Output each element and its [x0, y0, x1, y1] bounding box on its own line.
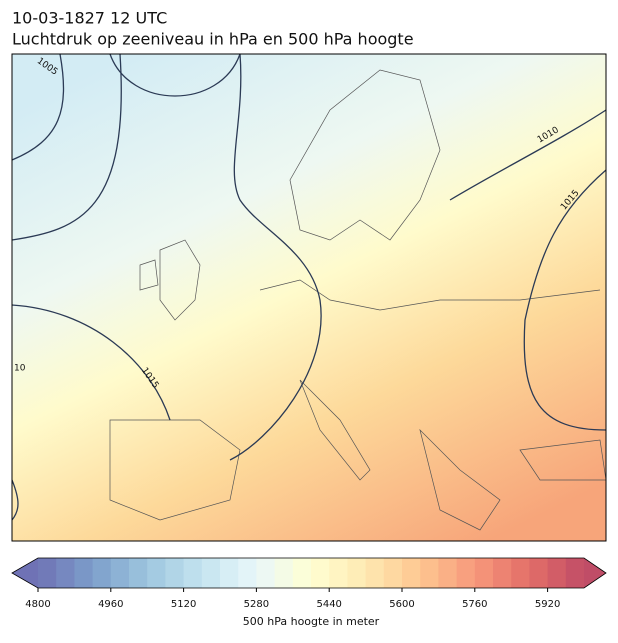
colorbar-segment	[474, 558, 494, 588]
colorbar-segment	[402, 558, 421, 588]
colorbar-segment	[201, 558, 221, 588]
colorbar-segment	[493, 558, 512, 588]
colorbar-segment	[329, 558, 348, 588]
colorbar-tick-label: 4960	[98, 599, 123, 610]
colorbar-tick-label: 5920	[535, 599, 560, 610]
colorbar-segment	[129, 558, 148, 588]
colorbar-segment	[511, 558, 530, 588]
colorbar-segment	[56, 558, 75, 588]
colorbar-segment	[456, 558, 476, 588]
colorbar-extend-high	[584, 558, 606, 588]
colorbar-segment	[74, 558, 94, 588]
colorbar-segment	[347, 558, 367, 588]
subtitle: Luchtdruk op zeeniveau in hPa en 500 hPa…	[12, 30, 414, 49]
colorbar-segment	[420, 558, 439, 588]
colorbar-segment	[110, 558, 130, 588]
colorbar-segment	[365, 558, 385, 588]
colorbar-segment	[274, 558, 294, 588]
colorbar-segment	[547, 558, 567, 588]
colorbar-tick-label: 5120	[171, 599, 196, 610]
colorbar-tick-label: 5760	[462, 599, 487, 610]
colorbar-tick-label: 5600	[389, 599, 414, 610]
colorbar-segment	[565, 558, 585, 588]
colorbar-segment	[383, 558, 403, 588]
map-frame	[11, 53, 607, 542]
colorbar-segment	[256, 558, 276, 588]
colorbar-segment	[92, 558, 112, 588]
colorbar-segment	[238, 558, 257, 588]
colorbar-tick-label: 4800	[25, 599, 50, 610]
isobars	[12, 54, 606, 521]
contour-label: 10	[14, 364, 26, 374]
colorbar-segment	[183, 558, 203, 588]
colorbar-tick-label: 5440	[316, 599, 341, 610]
colorbar-segment	[165, 558, 185, 588]
colorbar-segment	[292, 558, 312, 588]
colorbar-extend-low	[12, 558, 38, 588]
colorbar-tick-label: 5280	[244, 599, 269, 610]
colorbar-segment	[220, 558, 239, 588]
colorbar-segment	[147, 558, 166, 588]
map: 1005 1010 1015 1015 10	[12, 54, 606, 541]
coastlines	[109, 69, 606, 531]
map-background	[12, 54, 606, 541]
colorbar-segment	[438, 558, 458, 588]
colorbar-segment	[38, 558, 57, 588]
colorbar-segment	[311, 558, 330, 588]
title: 10-03-1827 12 UTC	[12, 9, 167, 28]
colorbar-label: 500 hPa hoogte in meter	[243, 615, 380, 628]
colorbar: 4800 4960 5120 5280 5440 5600 5760 5920 500 hPa …	[11, 557, 607, 628]
colorbar-segment	[529, 558, 549, 588]
colorbar-outline	[11, 557, 607, 589]
